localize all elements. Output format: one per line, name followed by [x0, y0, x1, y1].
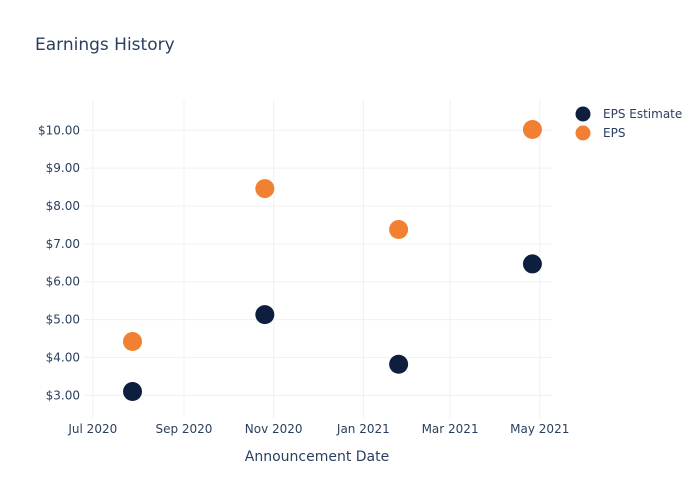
x-tick-label: Jan 2021 — [336, 422, 390, 436]
y-tick-label: $10.00 — [38, 123, 80, 137]
eps-estimate-point — [255, 305, 275, 325]
y-axis-ticks: $3.00 $4.00 $5.00 $6.00 $7.00 $8.00 $9.00 $10.0… — [38, 123, 80, 402]
y-tick-label: $9.00 — [46, 161, 80, 175]
x-tick-label: Jul 2020 — [67, 422, 117, 436]
eps-point — [389, 219, 409, 239]
eps-point — [255, 179, 275, 199]
legend-item-eps-estimate[interactable]: EPS Estimate — [575, 106, 683, 122]
x-tick-label: May 2021 — [510, 422, 569, 436]
eps-point — [123, 332, 143, 352]
eps-estimate-point — [522, 254, 542, 274]
x-tick-label: Mar 2021 — [422, 422, 479, 436]
y-tick-label: $4.00 — [46, 350, 80, 364]
grid — [84, 100, 553, 418]
chart-title: Earnings History — [35, 35, 175, 55]
legend-label: EPS Estimate — [603, 107, 682, 121]
x-axis-ticks: Jul 2020 Sep 2020 Nov 2020 Jan 2021 Mar 2021… — [67, 422, 569, 436]
legend-item-eps[interactable]: EPS — [575, 125, 626, 141]
legend-marker — [575, 125, 591, 141]
legend: EPS Estimate EPS — [575, 106, 683, 141]
y-tick-label: $7.00 — [46, 237, 80, 251]
eps-estimate-point — [389, 354, 409, 374]
x-tick-label: Sep 2020 — [155, 422, 212, 436]
eps-estimate-point — [123, 382, 143, 401]
y-tick-label: $6.00 — [46, 275, 80, 289]
y-tick-label: $5.00 — [46, 313, 80, 327]
y-tick-label: $3.00 — [46, 388, 80, 402]
x-tick-label: Nov 2020 — [245, 422, 303, 436]
y-tick-label: $8.00 — [46, 199, 80, 213]
eps-point — [522, 120, 542, 140]
legend-marker — [575, 106, 591, 122]
x-axis-title: Announcement Date — [245, 449, 389, 465]
legend-label: EPS — [603, 126, 625, 140]
data-points — [123, 120, 542, 401]
